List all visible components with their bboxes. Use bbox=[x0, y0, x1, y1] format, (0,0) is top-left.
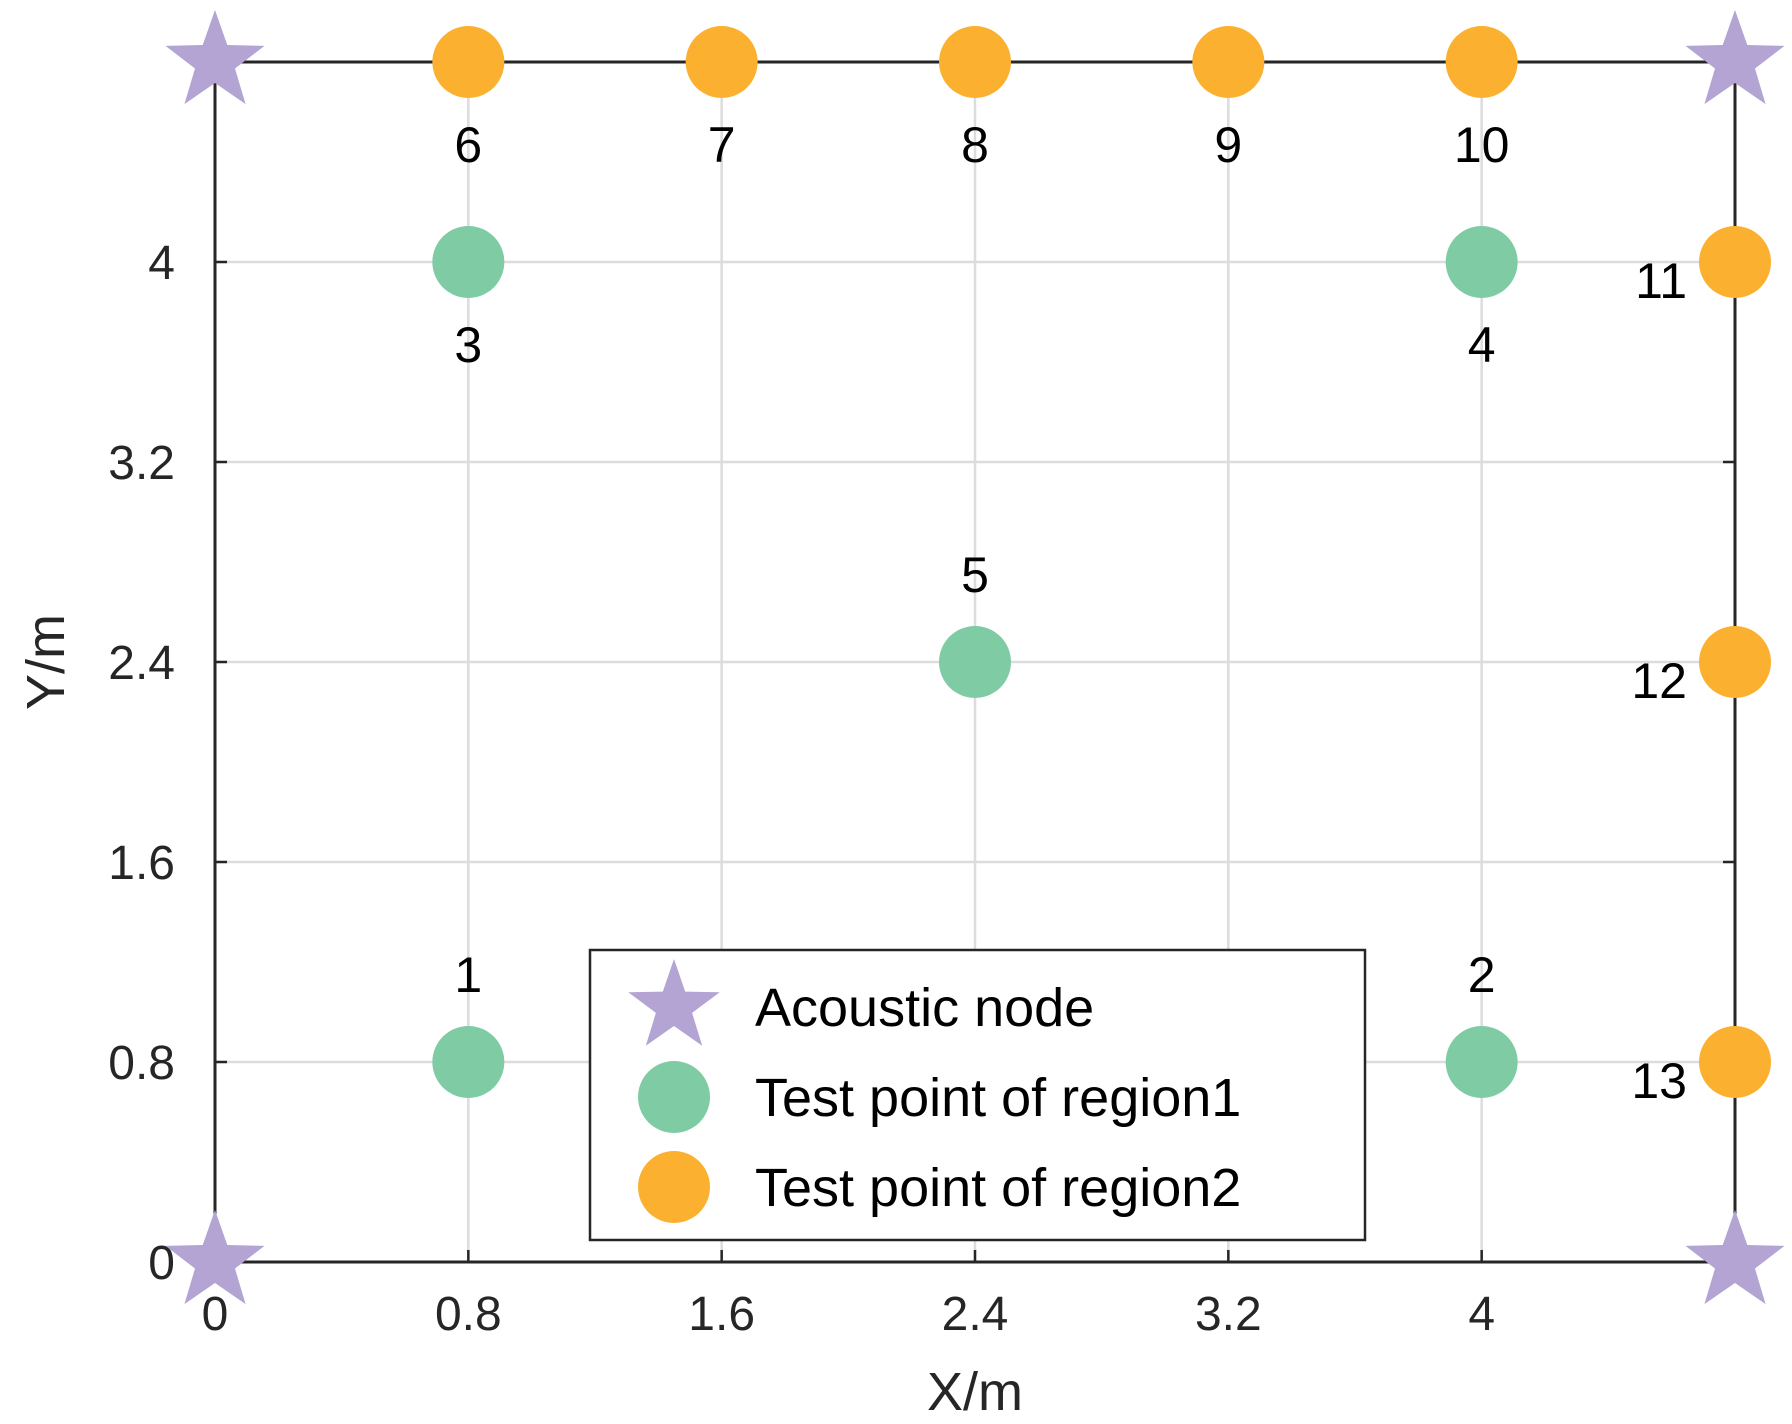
y-tick-label: 4 bbox=[148, 237, 175, 290]
y-axis-label: Y/m bbox=[16, 614, 76, 710]
data-markers bbox=[165, 10, 1785, 1305]
legend-label: Test point of region2 bbox=[755, 1158, 1241, 1218]
test-point-marker bbox=[1699, 626, 1771, 698]
test-point-marker bbox=[939, 626, 1011, 698]
x-tick-label: 4 bbox=[1468, 1288, 1495, 1341]
test-point-marker bbox=[1699, 226, 1771, 298]
test-point-marker bbox=[685, 26, 758, 98]
legend-circle-icon bbox=[638, 1061, 710, 1133]
test-point-marker bbox=[1699, 1026, 1771, 1098]
test-point-marker bbox=[1445, 1026, 1518, 1098]
acoustic-node-marker bbox=[1685, 1210, 1785, 1305]
test-point-marker bbox=[1192, 26, 1265, 98]
legend: Acoustic node Test point of region1 Test p… bbox=[588, 948, 1367, 1242]
x-axis-label: X/m bbox=[927, 1362, 1023, 1422]
y-tick-label: 2.4 bbox=[108, 637, 175, 690]
point-label: 6 bbox=[454, 117, 482, 173]
point-label: 12 bbox=[1631, 653, 1687, 709]
test-point-marker bbox=[1445, 26, 1518, 98]
point-label: 3 bbox=[454, 317, 482, 373]
acoustic-node-marker bbox=[165, 1210, 265, 1305]
x-tick-label: 2.4 bbox=[942, 1288, 1009, 1341]
point-label: 4 bbox=[1468, 317, 1496, 373]
y-tick-label: 0 bbox=[148, 1237, 175, 1290]
acoustic-node-marker bbox=[165, 10, 265, 105]
point-label: 10 bbox=[1454, 117, 1510, 173]
y-tick-label: 1.6 bbox=[108, 837, 175, 890]
point-label: 9 bbox=[1214, 117, 1242, 173]
x-tick-label: 0.8 bbox=[435, 1288, 502, 1341]
test-point-marker bbox=[939, 26, 1011, 98]
test-point-marker bbox=[432, 1026, 505, 1098]
x-tick-label: 0 bbox=[202, 1288, 229, 1341]
point-label: 11 bbox=[1635, 253, 1687, 309]
point-label: 5 bbox=[961, 547, 989, 603]
test-point-marker bbox=[432, 226, 505, 298]
point-label: 8 bbox=[961, 117, 989, 173]
legend-star-icon bbox=[628, 959, 720, 1046]
legend-box bbox=[588, 948, 1367, 1242]
y-tick-label: 3.2 bbox=[108, 437, 175, 490]
acoustic-node-marker bbox=[1685, 10, 1785, 105]
tick-labels: 0 0.8 1.6 2.4 3.2 4 0 0.8 1.6 2.4 3.2 4 bbox=[108, 237, 1495, 1341]
point-label: 13 bbox=[1631, 1053, 1687, 1109]
point-label: 1 bbox=[454, 947, 482, 1003]
x-tick-label: 1.6 bbox=[688, 1288, 755, 1341]
legend-items: Acoustic node Test point of region1 Test p… bbox=[628, 959, 1241, 1223]
test-point-marker bbox=[1445, 226, 1518, 298]
test-point-marker bbox=[432, 26, 505, 98]
x-tick-label: 3.2 bbox=[1195, 1288, 1262, 1341]
legend-circle-icon bbox=[638, 1151, 710, 1223]
legend-label: Acoustic node bbox=[755, 978, 1094, 1038]
legend-label: Test point of region1 bbox=[755, 1068, 1241, 1128]
point-label: 7 bbox=[708, 117, 736, 173]
y-tick-label: 0.8 bbox=[108, 1037, 175, 1090]
point-label: 2 bbox=[1468, 947, 1496, 1003]
